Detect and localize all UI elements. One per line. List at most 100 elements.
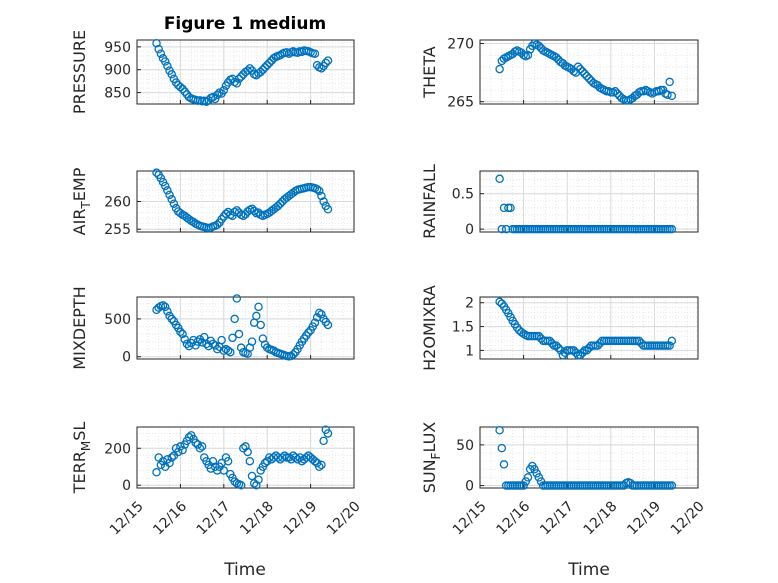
grid-lines <box>479 427 699 488</box>
data-point <box>558 350 568 360</box>
y-tick-label: 255 <box>104 222 131 238</box>
data-point <box>163 307 172 316</box>
data-point <box>197 338 207 347</box>
data-point <box>167 70 176 79</box>
data-point <box>167 314 176 324</box>
data-point <box>288 188 298 197</box>
data-point <box>247 204 257 213</box>
data-point <box>667 91 677 101</box>
data-point <box>167 195 176 204</box>
y-tick-label: 950 <box>104 40 131 56</box>
data-point <box>291 453 300 462</box>
data-point <box>176 208 185 218</box>
y-axis-label-main: AIR <box>70 209 89 236</box>
data-point <box>234 329 244 339</box>
data-point <box>232 79 242 88</box>
data-point <box>499 460 509 469</box>
data-point <box>160 302 170 312</box>
data-point <box>534 473 544 482</box>
y-tick-label: 900 <box>104 63 131 79</box>
data-point <box>545 336 555 346</box>
grid-lines <box>136 427 355 488</box>
data-point <box>191 438 200 447</box>
y-tick-label: 1.5 <box>452 320 474 336</box>
y-axis-label: TERRMSL <box>70 422 93 495</box>
data-point <box>173 447 183 457</box>
data-series <box>152 38 333 106</box>
data-point <box>319 197 328 206</box>
data-point <box>323 56 333 65</box>
data-point <box>249 206 259 216</box>
data-point <box>189 217 198 227</box>
data-point <box>665 77 674 87</box>
data-point <box>262 60 272 70</box>
data-point <box>506 203 515 213</box>
data-series <box>152 425 333 490</box>
data-point <box>210 94 220 104</box>
data-point <box>230 477 239 486</box>
data-point <box>495 64 504 74</box>
data-point <box>593 341 602 350</box>
y-axis-label-rest: LUX <box>420 422 439 453</box>
data-point <box>158 301 168 310</box>
data-point <box>304 328 313 337</box>
data-series <box>152 168 333 233</box>
y-tick-label: 500 <box>104 312 131 328</box>
axes-box <box>136 426 355 489</box>
y-axis-label: AIRTEMP <box>70 167 93 235</box>
data-point <box>497 224 507 234</box>
subplot-right-3: 1 1.5 2 H2OMIXRA <box>420 285 699 371</box>
data-point <box>223 346 233 355</box>
data-point <box>247 337 257 346</box>
y-tick-label: 200 <box>104 441 131 457</box>
y-axis-label-subscript: F <box>429 452 443 459</box>
data-point <box>523 50 533 60</box>
axes-box <box>479 39 699 105</box>
subplot-left-1: 850 900 950 PRESSURE <box>70 30 355 114</box>
data-point <box>495 426 504 435</box>
data-point <box>217 335 226 345</box>
data-point <box>247 471 257 481</box>
data-point <box>163 61 172 71</box>
data-point <box>521 477 531 486</box>
data-point <box>160 57 170 66</box>
data-point <box>241 442 250 451</box>
data-series <box>495 39 677 105</box>
data-point <box>634 336 644 346</box>
data-point <box>256 67 265 77</box>
data-point <box>243 207 252 216</box>
subplot-right-1: 265 270 THETA <box>420 36 699 111</box>
data-point <box>176 82 185 92</box>
data-series <box>495 174 677 234</box>
y-axis-label: H2OMIXRA <box>420 285 439 371</box>
data-point <box>156 49 166 58</box>
y-tick-label: 850 <box>104 86 131 102</box>
data-point <box>254 302 263 312</box>
data-point <box>663 90 672 99</box>
data-point <box>245 64 255 73</box>
data-point <box>552 53 561 62</box>
data-point <box>547 339 557 348</box>
y-tick-label: 1 <box>465 343 474 359</box>
data-point <box>213 220 222 230</box>
data-point <box>323 320 333 330</box>
data-point <box>154 44 163 54</box>
data-point <box>501 224 511 234</box>
data-point <box>293 455 302 464</box>
data-point <box>236 343 246 352</box>
grid-lines <box>136 40 355 104</box>
data-point <box>278 453 287 462</box>
data-point <box>315 308 324 318</box>
data-point <box>582 346 592 355</box>
y-axis-label-subscript: M <box>79 441 93 451</box>
y-axis-label-main: TERR <box>70 451 89 494</box>
y-tick-label: 0 <box>465 479 474 495</box>
data-point <box>232 294 242 303</box>
data-point <box>317 310 326 319</box>
data-point <box>530 465 539 474</box>
data-point <box>252 480 261 490</box>
subplot-left-3: 0 500 MIXDEPTH <box>70 286 355 370</box>
data-point <box>556 346 565 355</box>
y-tick-label: 2 <box>465 296 474 312</box>
data-point <box>310 318 320 327</box>
